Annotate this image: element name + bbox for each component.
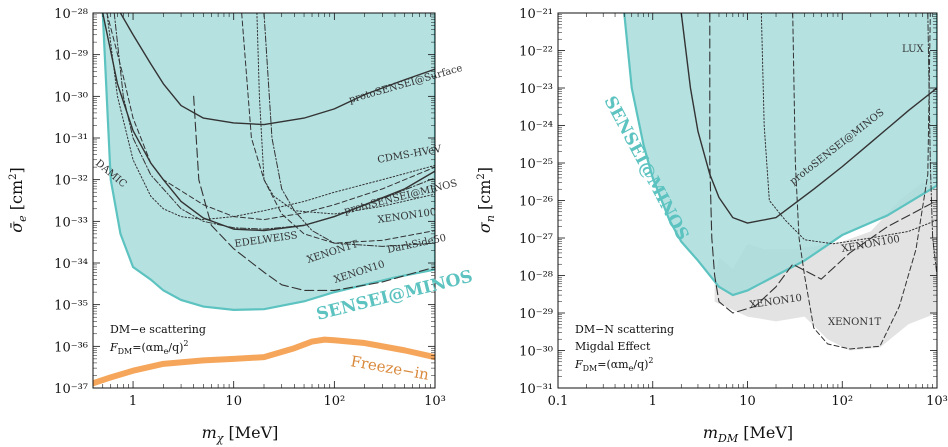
right-y-tick-label: 10⁻²⁴ xyxy=(519,120,553,135)
right-series-shaded-region xyxy=(714,182,937,351)
left-plot-area xyxy=(93,13,435,387)
left-series-protosensei-surface xyxy=(119,13,435,126)
left-y-tick-label: 10⁻³⁴ xyxy=(54,257,88,272)
left-x-tick-label: 10³ xyxy=(424,394,446,409)
left-y-tick-label: 10⁻²⁸ xyxy=(54,7,88,22)
left-series-xenon100 xyxy=(256,13,435,215)
right-series-xenon100 xyxy=(760,13,937,245)
right-y-tick-label: 10⁻³⁰ xyxy=(519,345,553,360)
right-y-tick-label: 10⁻³¹ xyxy=(519,382,553,397)
right-x-tick-label: 10² xyxy=(831,394,853,409)
left-y-tick-label: 10⁻³⁵ xyxy=(54,299,88,314)
left-y-axis-label: σ̄e [cm2] xyxy=(7,167,29,233)
right-annotation-process: DM−N scattering xyxy=(575,323,674,336)
right-annotation-effect: Migdal Effect xyxy=(575,340,651,353)
left-annotation-process: DM−e scattering xyxy=(110,323,206,336)
left-series-sensei-minos xyxy=(101,13,435,311)
right-plot-area xyxy=(623,13,937,351)
right-series-xenon1t xyxy=(792,13,931,350)
right-series-xenon10 xyxy=(709,13,937,314)
label-lux: LUX xyxy=(902,44,925,55)
left-series-freeze-in xyxy=(93,336,435,387)
right-x-axis-label: mDM [MeV] xyxy=(703,423,793,445)
left-series-edelweiss xyxy=(113,13,435,230)
left-y-tick-label: 10⁻³¹ xyxy=(54,132,88,147)
left-panel: 1 10 10² 10³ 10⁻³⁷ 10⁻³⁶ 10⁻³⁵ 10⁻³⁴ 10⁻³³ 10⁻³² 1… xyxy=(7,7,475,445)
right-annotation-formfactor: FDM=(αme/q)2 xyxy=(574,356,654,373)
right-y-axis-label: σn [cm2] xyxy=(475,167,497,233)
left-series-xenon1t xyxy=(241,13,435,244)
right-series-protosensei-minos xyxy=(680,13,937,224)
left-series-damic xyxy=(106,13,435,221)
right-x-tick-label: 10³ xyxy=(926,394,948,409)
left-series-darkside50 xyxy=(263,13,435,247)
left-x-tick-label: 10² xyxy=(323,394,345,409)
right-y-tick-label: 10⁻²⁵ xyxy=(519,157,553,172)
left-y-tick-label: 10⁻³⁶ xyxy=(54,340,88,355)
left-y-tick-label: 10⁻³⁷ xyxy=(54,382,88,397)
right-panel: 0.1 1 10 10² 10³ 10⁻³¹ 10⁻³⁰ 10⁻²⁹ 10⁻²⁸ 10⁻²⁷ 10⁻… xyxy=(475,7,948,445)
right-y-tick-label: 10⁻²⁸ xyxy=(519,270,553,285)
left-series-cdms-hvev xyxy=(106,13,435,221)
left-x-tick-label: 10 xyxy=(225,394,242,409)
right-ticks: 0.1 1 10 10² 10³ 10⁻³¹ 10⁻³⁰ 10⁻²⁹ 10⁻²⁸ 10⁻²⁷ 10⁻… xyxy=(519,7,948,409)
right-x-tick-label: 0.1 xyxy=(548,394,569,409)
right-y-tick-label: 10⁻²⁶ xyxy=(519,195,553,210)
right-series-sensei-minos xyxy=(623,13,937,297)
right-x-tick-label: 10 xyxy=(739,394,756,409)
left-y-tick-label: 10⁻³³ xyxy=(54,215,88,230)
left-annotation-formfactor: FDM=(αme/q)2 xyxy=(109,339,189,356)
right-y-tick-label: 10⁻²¹ xyxy=(519,7,553,22)
right-y-tick-label: 10⁻²⁹ xyxy=(519,307,553,322)
right-y-tick-label: 10⁻²² xyxy=(519,45,553,60)
label-xenon1t-right: XENON1T xyxy=(828,317,881,328)
right-y-tick-label: 10⁻²⁷ xyxy=(519,232,553,247)
left-y-tick-label: 10⁻³² xyxy=(54,174,88,189)
right-x-tick-label: 1 xyxy=(649,394,657,409)
left-ticks: 1 10 10² 10³ 10⁻³⁷ 10⁻³⁶ 10⁻³⁵ 10⁻³⁴ 10⁻³³ 10⁻³² 1… xyxy=(54,7,446,409)
right-y-tick-label: 10⁻²³ xyxy=(519,82,553,97)
label-freeze-in: Freeze−in xyxy=(349,352,430,384)
left-x-axis-label: mχ [MeV] xyxy=(202,423,279,445)
left-x-tick-label: 1 xyxy=(129,394,137,409)
left-y-tick-label: 10⁻³⁰ xyxy=(54,90,88,105)
left-y-tick-label: 10⁻²⁹ xyxy=(54,49,88,64)
left-series-xenon10 xyxy=(193,95,435,291)
